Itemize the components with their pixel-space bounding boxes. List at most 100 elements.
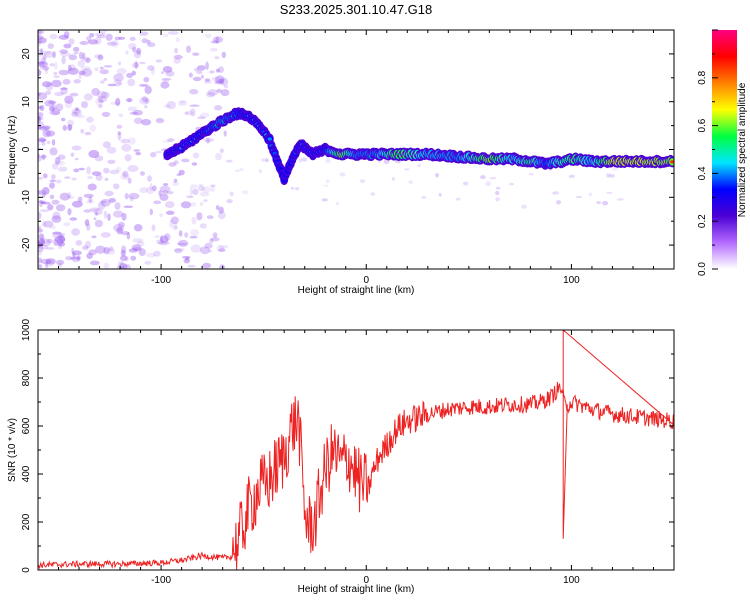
noise-speckle [120, 138, 130, 144]
noise-speckle [80, 128, 85, 134]
noise-speckle [301, 157, 308, 162]
noise-speckle [417, 163, 421, 168]
noise-speckle [125, 50, 129, 55]
noise-speckle [204, 242, 213, 249]
noise-speckle [38, 61, 48, 68]
noise-speckle [128, 137, 136, 145]
noise-speckle [190, 244, 202, 253]
noise-speckle [38, 40, 43, 44]
noise-speckle [103, 262, 110, 269]
noise-speckle [160, 81, 170, 89]
noise-speckle [80, 66, 92, 71]
noise-speckle [149, 208, 153, 216]
noise-speckle [139, 97, 149, 105]
noise-speckle [98, 103, 103, 108]
noise-speckle [139, 187, 149, 194]
noise-speckle [147, 65, 155, 71]
noise-speckle [38, 30, 42, 37]
noise-speckle [206, 138, 210, 144]
noise-speckle [136, 47, 142, 55]
noise-speckle [95, 174, 103, 181]
noise-speckle [107, 83, 117, 87]
noise-speckle [176, 242, 188, 246]
noise-speckle [115, 166, 122, 172]
noise-speckle [216, 245, 225, 253]
noise-speckle [38, 121, 45, 129]
noise-speckle [174, 248, 185, 252]
noise-speckle [216, 88, 222, 93]
bottom-x-axis-label: Height of straight line (km) [298, 584, 415, 595]
noise-speckle [189, 187, 193, 196]
noise-speckle [62, 78, 71, 85]
noise-speckle [42, 129, 51, 138]
noise-speckle [116, 82, 122, 85]
noise-speckle [67, 191, 72, 199]
noise-speckle [42, 54, 47, 61]
noise-speckle [71, 228, 80, 236]
noise-speckle [54, 61, 58, 70]
noise-speckle [116, 124, 123, 129]
noise-speckle [229, 191, 234, 197]
noise-speckle [210, 184, 216, 188]
noise-speckle [58, 233, 66, 236]
noise-speckle [136, 240, 145, 247]
noise-speckle [110, 101, 121, 105]
noise-speckle [161, 71, 165, 74]
noise-speckle [52, 231, 62, 235]
noise-speckle [49, 110, 61, 116]
noise-speckle [150, 152, 157, 158]
noise-speckle [212, 36, 224, 43]
noise-speckle [132, 247, 143, 252]
noise-speckle [68, 124, 72, 131]
noise-speckle [100, 91, 110, 99]
noise-speckle [38, 190, 47, 196]
noise-speckle [119, 263, 128, 268]
noise-speckle [47, 204, 54, 211]
noise-speckle [118, 61, 121, 66]
noise-speckle [134, 61, 138, 69]
noise-speckle [82, 209, 93, 213]
noise-speckle [69, 217, 78, 221]
noise-speckle [39, 126, 49, 132]
noise-speckle [45, 247, 55, 250]
noise-speckle [221, 51, 226, 59]
noise-speckle [103, 167, 110, 174]
noise-speckle [218, 245, 229, 249]
noise-speckle [89, 124, 97, 132]
noise-speckle [55, 103, 64, 112]
noise-speckle [264, 158, 269, 163]
noise-speckle [71, 250, 82, 256]
noise-speckle [100, 232, 111, 238]
noise-speckle [181, 158, 190, 163]
noise-speckle [41, 56, 47, 64]
noise-speckle [39, 104, 45, 112]
noise-speckle [162, 190, 169, 195]
x-tick-label: 100 [563, 575, 580, 586]
noise-speckle [120, 249, 126, 257]
noise-speckle [191, 216, 197, 225]
noise-speckle [53, 238, 59, 246]
noise-speckle [116, 67, 127, 75]
noise-speckle [114, 36, 121, 41]
noise-speckle [126, 72, 133, 78]
noise-speckle [102, 141, 111, 149]
noise-speckle [199, 201, 204, 207]
noise-speckle [159, 193, 169, 201]
noise-speckle [51, 79, 62, 88]
noise-speckle [120, 255, 128, 262]
noise-speckle [88, 150, 100, 158]
noise-speckle [455, 197, 461, 201]
noise-speckle [117, 131, 122, 136]
noise-speckle [71, 111, 78, 117]
top-y-axis-label: Frequency (Hz) [7, 116, 18, 185]
noise-speckle [85, 200, 95, 204]
noise-speckle [239, 167, 244, 172]
noise-speckle [171, 182, 180, 186]
noise-speckle [114, 202, 121, 210]
noise-speckle [321, 198, 328, 202]
noise-speckle [178, 169, 185, 176]
noise-speckle [87, 175, 93, 180]
noise-speckle [161, 77, 172, 81]
noise-speckle [509, 182, 514, 186]
noise-speckle [209, 47, 218, 52]
